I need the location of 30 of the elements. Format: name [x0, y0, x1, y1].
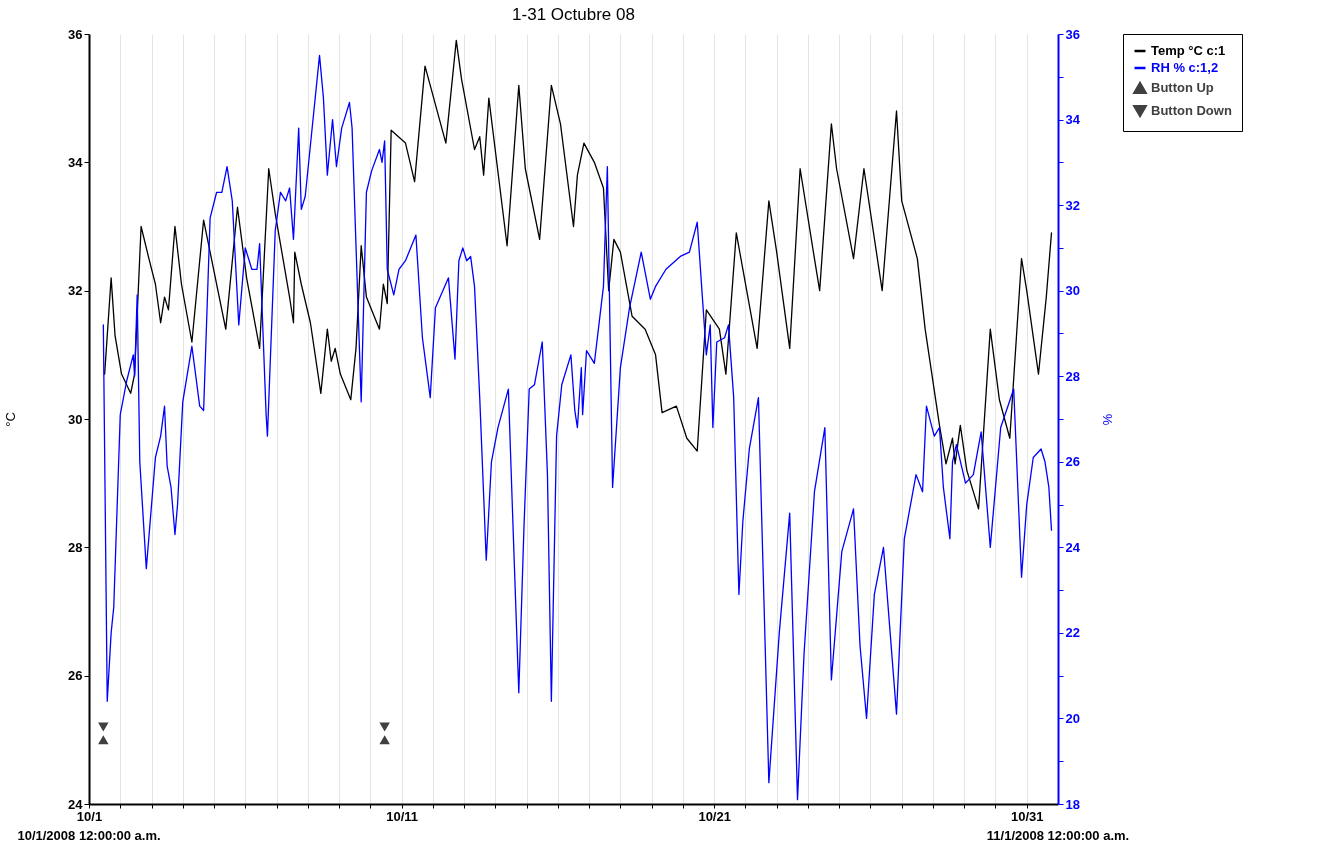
y2-tick-label: 26: [1065, 454, 1080, 470]
text: 11/1/2008 12:00:00 a.m.: [986, 828, 1130, 843]
x-tick-label: 10/31: [1010, 808, 1044, 824]
legend-label: Button Down: [1151, 103, 1232, 118]
x-tick-label: 10/11: [386, 808, 418, 824]
x-tick-label: 10/21: [698, 808, 731, 824]
y-tick-label: 28: [68, 539, 83, 555]
y-tick-label: 26: [68, 668, 83, 684]
y2-tick-label: 32: [1065, 197, 1080, 213]
y-axis-title: °C: [3, 412, 19, 427]
y2-tick-label: 20: [1065, 710, 1080, 726]
y2-tick-label: 30: [1065, 283, 1080, 299]
y2-tick-label: 36: [1065, 26, 1080, 42]
line-series: [103, 39, 1053, 510]
y2-tick-label: 28: [1065, 368, 1080, 384]
line-series: [102, 54, 1053, 801]
y-tick-label: 30: [68, 411, 83, 427]
y2-axis-title: %: [1099, 413, 1115, 426]
chart-title: 1-31 Octubre 08: [512, 5, 635, 24]
text: 10/1/2008 12:00:00 a.m.: [17, 828, 161, 843]
legend-label: RH % c:1,2: [1151, 60, 1219, 75]
y2-tick-label: 18: [1065, 796, 1080, 812]
legend-label: Temp °C c:1: [1151, 43, 1226, 58]
legend-label: Button Up: [1151, 80, 1214, 95]
y2-tick-label: 24: [1065, 539, 1081, 555]
y-tick-label: 36: [68, 26, 83, 42]
y-tick-label: 34: [68, 154, 84, 170]
y2-tick-label: 34: [1065, 112, 1081, 128]
y2-tick-label: 22: [1065, 625, 1080, 641]
y-tick-label: 32: [68, 283, 83, 299]
